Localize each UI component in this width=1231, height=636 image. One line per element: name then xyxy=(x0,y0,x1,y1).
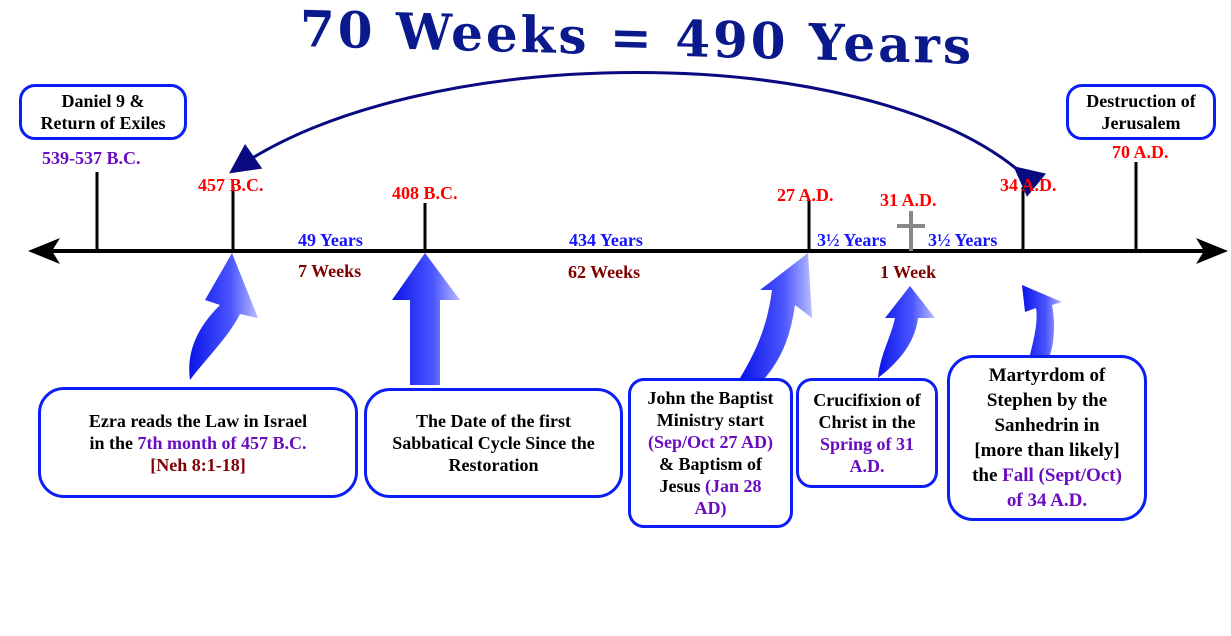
event-arrow-john xyxy=(740,253,812,378)
john-line5a: Jesus xyxy=(659,476,705,496)
sabbatical-line2: Sabbatical Cycle Since the xyxy=(392,433,595,453)
cross-icon xyxy=(897,211,925,251)
martyrdom-line5a: the xyxy=(972,465,1003,486)
sabbatical-line1: The Date of the first xyxy=(416,411,571,431)
destruction-line2: Jerusalem xyxy=(1101,113,1181,133)
ezra-line2a: in the xyxy=(89,432,138,453)
event-arrow-ezra xyxy=(189,253,258,380)
period-49-years: 49 Years xyxy=(298,230,363,250)
martyrdom-line4: [more than likely] xyxy=(974,440,1120,461)
period-3-5-years-b: 3½ Years xyxy=(928,230,998,250)
date-539-537bc: 539-537 B.C. xyxy=(42,148,141,168)
martyrdom-line2: Stephen by the xyxy=(986,390,1108,411)
john-line1: John the Baptist xyxy=(647,388,774,408)
period-1-week: 1 Week xyxy=(880,262,937,282)
period-3-5-years-a: 3½ Years xyxy=(817,230,887,250)
ezra-line1: Ezra reads the Law in Israel xyxy=(88,410,308,431)
event-arrow-martyrdom xyxy=(1022,285,1062,355)
john-line4: & Baptism of xyxy=(659,454,762,474)
event-martyrdom: Martyrdom of Stephen by the Sanhedrin in… xyxy=(947,355,1147,521)
sabbatical-line3: Restoration xyxy=(448,455,539,475)
john-line2: Ministry start xyxy=(656,410,765,430)
destruction-box: Destruction of Jerusalem xyxy=(1066,84,1216,140)
crucifixion-line1: Crucifixion of xyxy=(813,390,921,410)
martyrdom-line5b: Fall (Sept/Oct) xyxy=(1002,465,1122,486)
daniel-box: Daniel 9 & Return of Exiles xyxy=(19,84,187,140)
date-457bc: 457 B.C. xyxy=(198,175,264,195)
timeline-left-arrow xyxy=(28,238,60,264)
event-arrow-crucifixion xyxy=(878,286,935,378)
daniel-line2: Return of Exiles xyxy=(40,113,166,133)
john-line3: (Sep/Oct 27 AD) xyxy=(648,432,773,452)
event-crucifixion: Crucifixion of Christ in the Spring of 3… xyxy=(796,378,938,488)
span-arc-arrow xyxy=(229,71,1047,197)
destruction-line1: Destruction of xyxy=(1086,91,1196,111)
event-ezra: Ezra reads the Law in Israel in the 7th … xyxy=(38,387,358,498)
martyrdom-line1: Martyrdom of xyxy=(988,365,1106,386)
date-31ad: 31 A.D. xyxy=(880,190,937,210)
date-34ad: 34 A.D. xyxy=(1000,175,1057,195)
crucifixion-line3: Spring of 31 xyxy=(819,434,915,454)
event-sabbatical: The Date of the first Sabbatical Cycle S… xyxy=(364,388,623,498)
date-27ad: 27 A.D. xyxy=(777,185,834,205)
timeline-right-arrow xyxy=(1196,238,1228,264)
john-line6: AD) xyxy=(694,498,727,518)
period-7-weeks: 7 Weeks xyxy=(298,261,362,281)
date-408bc: 408 B.C. xyxy=(392,183,458,203)
timeline-ticks xyxy=(95,162,1138,251)
date-70ad: 70 A.D. xyxy=(1112,142,1169,162)
event-john: John the Baptist Ministry start (Sep/Oct… xyxy=(628,378,793,528)
daniel-line1: Daniel 9 & xyxy=(61,91,145,111)
event-arrow-sabbatical xyxy=(392,253,460,385)
ezra-line3: [Neh 8:1-18] xyxy=(150,454,246,475)
period-434-years: 434 Years xyxy=(569,230,643,250)
period-62-weeks: 62 Weeks xyxy=(568,262,641,282)
martyrdom-line3: Sanhedrin in xyxy=(994,415,1100,436)
crucifixion-line2: Christ in the xyxy=(818,412,916,432)
martyrdom-line6: of 34 A.D. xyxy=(1006,490,1088,511)
crucifixion-line4: A.D. xyxy=(849,456,885,476)
john-line5b: (Jan 28 xyxy=(705,476,762,496)
ezra-line2b: 7th month of 457 B.C. xyxy=(137,432,307,453)
